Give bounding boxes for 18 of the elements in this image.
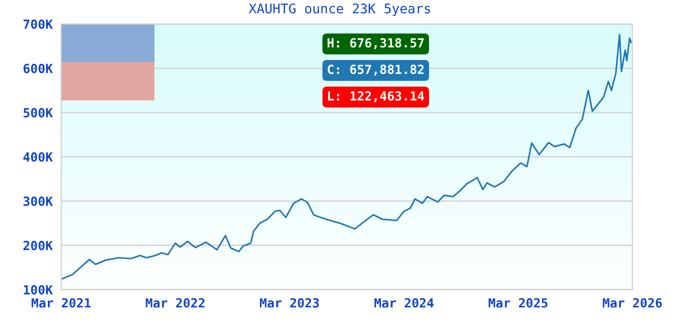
y-tick-label: 500K — [24, 108, 53, 118]
line-series — [61, 34, 632, 280]
chart-title: XAUHTG ounce 23K 5years — [248, 3, 430, 16]
y-tick-label: 400K — [23, 152, 53, 162]
x-tick-label: Mar 2023 — [260, 298, 319, 308]
annotation: C: 657,881.82 — [328, 64, 424, 76]
annotation: H: 676,318.57 — [328, 38, 424, 50]
x-tick-label: Mar 2024 — [374, 298, 434, 308]
y-tick-label: 100K — [24, 285, 53, 295]
x-tick-label: Mar 2025 — [488, 298, 548, 308]
y-tick-label: 200K — [23, 240, 53, 250]
x-tick-label: Mar 2026 — [602, 298, 662, 308]
x-tick-label: Mar 2021 — [32, 298, 91, 308]
annotation: L: 122,463.14 — [328, 91, 424, 102]
y-tick-label: 300K — [24, 196, 53, 206]
y-tick-label: 700K — [24, 19, 53, 29]
x-tick-label: Mar 2022 — [146, 298, 204, 308]
y-tick-label: 600K — [24, 64, 53, 74]
